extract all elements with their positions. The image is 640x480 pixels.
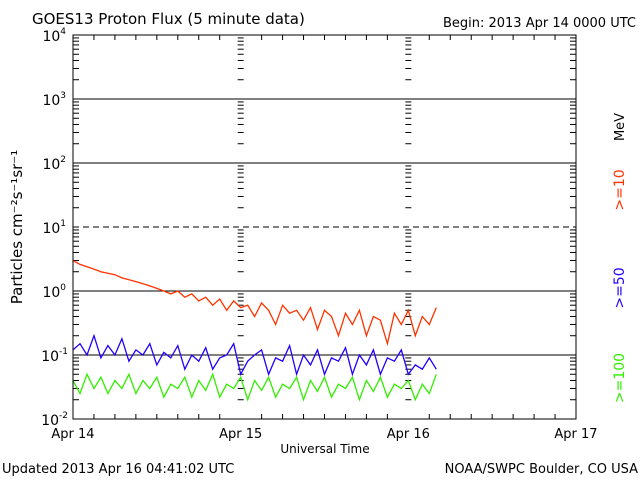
series-lines — [72, 259, 437, 402]
y-tick-label: 10-2 — [41, 411, 68, 429]
series-line-1 — [72, 333, 437, 377]
x-axis-label: Universal Time — [280, 442, 369, 456]
y-axis-label: Particles cm⁻²s⁻¹sr⁻¹ — [8, 150, 26, 304]
y-tick-label: 100 — [42, 283, 66, 301]
updated-time: Updated 2013 Apr 16 04:41:02 UTC — [2, 462, 234, 477]
legend-ge50: >=50 — [612, 267, 628, 308]
y-tick-label: 101 — [42, 219, 66, 237]
legend-ge10: >=10 — [612, 169, 628, 210]
series-line-0 — [72, 259, 437, 347]
y-tick-label: 104 — [42, 27, 66, 45]
y-tick-label: 10-1 — [41, 347, 68, 365]
x-tick-label: Apr 17 — [554, 427, 597, 442]
credit: NOAA/SWPC Boulder, CO USA — [445, 462, 638, 477]
y-tick-labels: 104 103 102 101 100 10-1 10-2 — [41, 27, 68, 429]
y-tick-label: 103 — [42, 91, 66, 109]
x-tick-label: Apr 16 — [387, 427, 430, 442]
grid — [73, 35, 576, 419]
x-tick-label: Apr 14 — [51, 427, 94, 442]
units-label: MeV — [613, 113, 628, 141]
chart-title: GOES13 Proton Flux (5 minute data) — [32, 10, 305, 28]
x-tick-labels: Apr 14 Apr 15 Apr 16 Apr 17 — [51, 427, 597, 442]
plot-frame — [72, 34, 577, 420]
x-tick-label: Apr 15 — [219, 427, 262, 442]
legend-ge100: >=100 — [612, 353, 628, 403]
y-tick-label: 102 — [42, 155, 66, 173]
series-line-2 — [72, 372, 437, 402]
begin-time: Begin: 2013 Apr 14 0000 UTC — [443, 16, 636, 31]
